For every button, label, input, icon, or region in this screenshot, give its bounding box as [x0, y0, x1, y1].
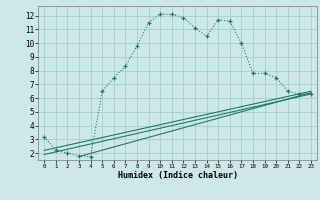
- X-axis label: Humidex (Indice chaleur): Humidex (Indice chaleur): [118, 171, 238, 180]
